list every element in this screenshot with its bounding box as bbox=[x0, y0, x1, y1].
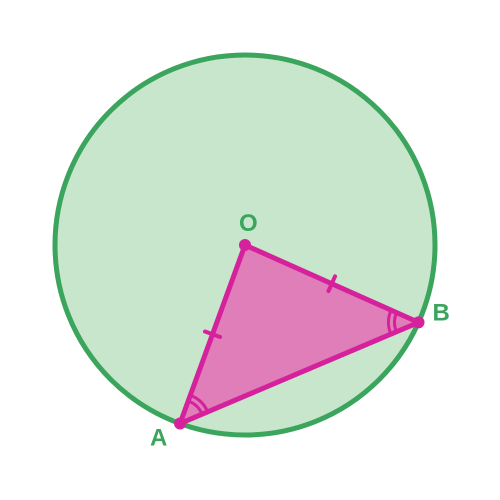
geometry-diagram: O A B bbox=[0, 0, 500, 500]
label-b: B bbox=[433, 299, 450, 326]
point-b bbox=[413, 316, 425, 328]
label-a: A bbox=[150, 425, 167, 452]
label-o: O bbox=[239, 210, 258, 237]
point-a bbox=[174, 418, 186, 430]
point-o bbox=[239, 239, 251, 251]
